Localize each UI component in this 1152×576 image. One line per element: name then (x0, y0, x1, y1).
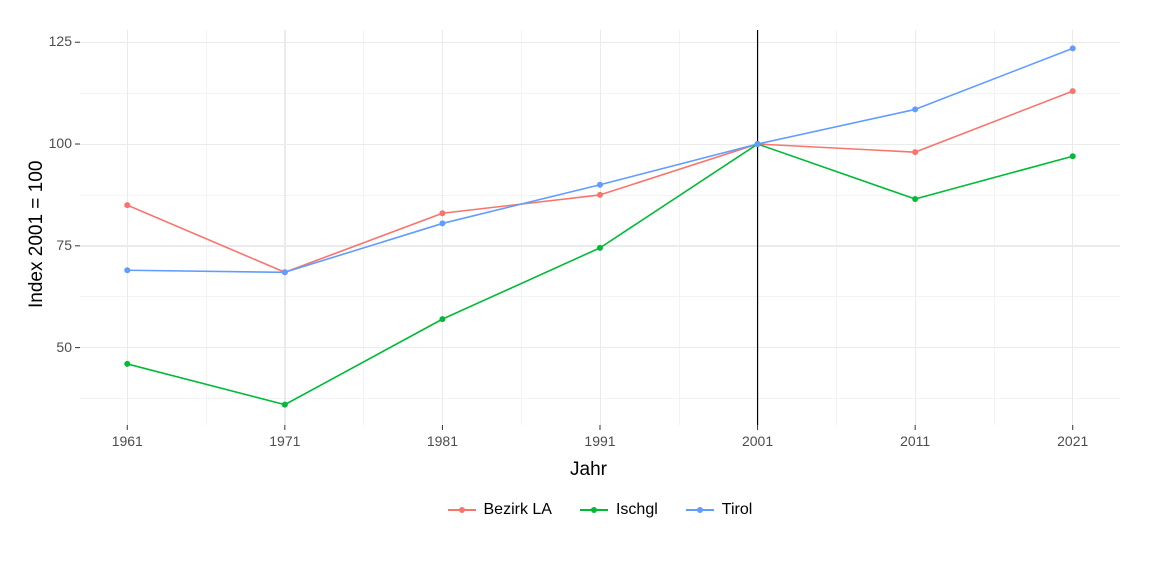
x-tick-label: 1961 (107, 433, 147, 449)
series-point (597, 182, 603, 188)
plot-svg (0, 0, 1152, 576)
series-point (597, 245, 603, 251)
x-axis-title: Jahr (570, 459, 607, 481)
series-point (912, 149, 918, 155)
x-tick-label: 1991 (580, 433, 620, 449)
series-point (124, 361, 130, 367)
y-axis-title: Index 2001 = 100 (26, 160, 48, 307)
series-point (912, 106, 918, 112)
legend-key-icon (448, 502, 476, 518)
series-point (597, 192, 603, 198)
y-tick-label: 125 (49, 33, 72, 49)
legend-item: Bezirk LA (448, 501, 552, 519)
x-tick-label: 2021 (1053, 433, 1093, 449)
series-point (439, 220, 445, 226)
legend-key-icon (580, 502, 608, 518)
y-tick-label: 100 (49, 135, 72, 151)
x-tick-label: 1971 (265, 433, 305, 449)
x-tick-label: 1981 (422, 433, 462, 449)
legend-item: Ischgl (580, 501, 658, 519)
series-point (282, 402, 288, 408)
series-point (1070, 88, 1076, 94)
y-tick-label: 75 (56, 237, 72, 253)
legend-label: Bezirk LA (484, 501, 552, 519)
legend-key-icon (686, 502, 714, 518)
series-point (282, 269, 288, 275)
legend: Bezirk LA Ischgl Tirol (448, 501, 753, 519)
series-point (124, 267, 130, 273)
series-point (439, 316, 445, 322)
series-point (912, 196, 918, 202)
legend-label: Ischgl (616, 501, 658, 519)
legend-item: Tirol (686, 501, 753, 519)
y-tick-label: 50 (56, 339, 72, 355)
x-tick-label: 2001 (738, 433, 778, 449)
chart-container: 1961 1971 1981 1991 2001 2011 2021 50 75 100 125 J… (0, 0, 1152, 576)
x-tick-label: 2011 (895, 433, 935, 449)
legend-label: Tirol (722, 501, 753, 519)
series-point (755, 141, 761, 147)
series-point (1070, 153, 1076, 159)
series-point (124, 202, 130, 208)
series-line (127, 48, 1072, 272)
series-point (1070, 45, 1076, 51)
series-point (439, 210, 445, 216)
